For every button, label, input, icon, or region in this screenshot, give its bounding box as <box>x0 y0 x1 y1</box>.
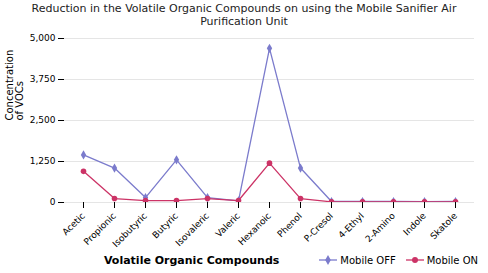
svg-text:1,250: 1,250 <box>30 156 56 166</box>
svg-text:Phenol: Phenol <box>275 211 304 240</box>
svg-text:Hexanoic: Hexanoic <box>236 211 273 248</box>
svg-text:4-Ethyl: 4-Ethyl <box>336 211 366 241</box>
svg-text:Concentrationof VOCs: Concentrationof VOCs <box>4 50 25 121</box>
svg-text:5,000: 5,000 <box>30 33 56 43</box>
svg-text:Propionic: Propionic <box>81 210 118 247</box>
svg-text:Indole: Indole <box>401 210 428 237</box>
svg-text:2-Amino: 2-Amino <box>363 210 397 244</box>
svg-text:0: 0 <box>50 197 56 207</box>
html-text:Mobile OFF: Mobile OFF <box>340 254 396 266</box>
svg-text:Acetic: Acetic <box>60 211 87 238</box>
html-text:Mobile ON: Mobile ON <box>426 254 478 266</box>
svg-text:Isovaleric: Isovaleric <box>174 211 211 248</box>
html-text:Reduction in the Volatile Orga: Reduction in the Volatile Organic Compou… <box>31 2 457 28</box>
svg-text:2,500: 2,500 <box>30 115 56 125</box>
svg-text:Isobutyric: Isobutyric <box>111 211 149 249</box>
svg-text:P-Cresol: P-Cresol <box>302 211 335 244</box>
svg-text:Valeric: Valeric <box>214 211 242 239</box>
svg-text:3,750: 3,750 <box>30 74 56 84</box>
svg-text:Butyric: Butyric <box>150 211 180 241</box>
html-text:Volatile Organic Compounds: Volatile Organic Compounds <box>104 253 280 267</box>
svg-text:Skatole: Skatole <box>428 210 459 241</box>
